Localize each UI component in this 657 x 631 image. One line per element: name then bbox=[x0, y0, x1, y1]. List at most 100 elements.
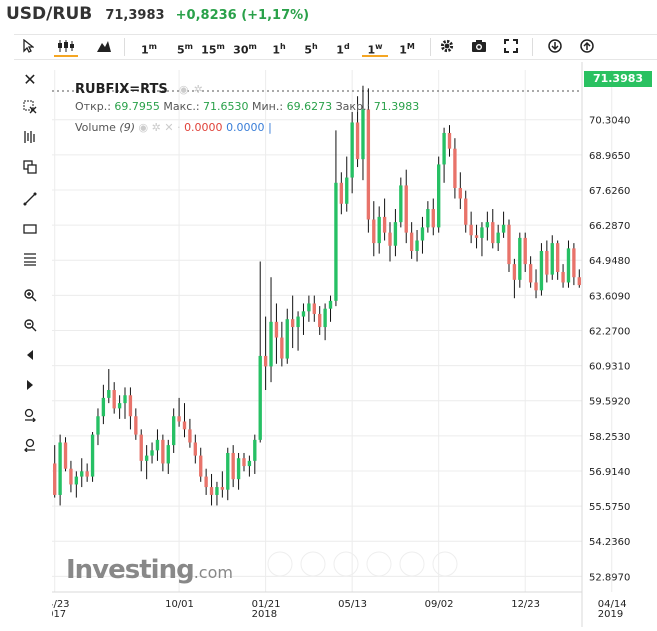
candle-body bbox=[209, 487, 214, 495]
timeframe-label: 1 bbox=[399, 43, 407, 57]
candle-body bbox=[534, 282, 538, 291]
candle-body bbox=[101, 397, 106, 417]
candle-body bbox=[258, 355, 262, 440]
volume-period: (9) bbox=[119, 121, 136, 134]
cursor-icon[interactable] bbox=[20, 38, 36, 55]
candle-body bbox=[388, 232, 392, 246]
timeframe-label: 5 bbox=[177, 43, 185, 57]
timeframe-unit: h bbox=[279, 42, 286, 51]
candle-body bbox=[139, 434, 143, 461]
timeframe-15m[interactable]: 15m bbox=[200, 39, 226, 57]
trendline-icon[interactable] bbox=[18, 192, 42, 212]
fullscreen-icon[interactable] bbox=[502, 39, 520, 55]
candle-body bbox=[161, 439, 165, 464]
candle-body bbox=[485, 222, 490, 228]
settings-gear-icon[interactable]: ✲ bbox=[151, 121, 161, 134]
candle-body bbox=[247, 460, 252, 467]
candle-body bbox=[426, 209, 430, 228]
x-tick-label: 09/02 bbox=[425, 599, 454, 610]
x-tick-year-label: 2019 bbox=[598, 609, 623, 620]
text-cursor: | bbox=[268, 121, 272, 134]
candle-body bbox=[80, 471, 84, 477]
fibonacci-icon[interactable] bbox=[18, 252, 42, 272]
low-label: Мин.: bbox=[252, 100, 284, 113]
candle-body bbox=[561, 271, 565, 283]
eye-icon[interactable]: ◉ bbox=[138, 121, 149, 134]
candle-body bbox=[409, 232, 414, 251]
candle-body bbox=[155, 439, 160, 451]
candle-body bbox=[204, 476, 208, 488]
timeframe-label: 5 bbox=[304, 43, 312, 57]
x-tick-label: 10/01 bbox=[165, 599, 194, 610]
zoom-forward-icon[interactable] bbox=[18, 408, 42, 428]
candle-body bbox=[528, 264, 533, 283]
rectangle-icon[interactable] bbox=[18, 222, 42, 242]
candle-body bbox=[274, 321, 279, 338]
timeframe-label: 1 bbox=[367, 43, 376, 57]
candlestick-chart[interactable]: 70.3040 68.9650 67.6260 66.2870 64.9480 63.60… bbox=[41, 62, 657, 627]
timeframe-30m[interactable]: 30m bbox=[232, 39, 258, 57]
y-tick-label: 54.2360 bbox=[589, 537, 630, 548]
instrument-title: RUBFIX=RTS bbox=[75, 82, 168, 97]
close-icon[interactable]: ✕ bbox=[23, 70, 37, 89]
candle-body bbox=[307, 303, 311, 312]
volume-legend: Volume (9) ◉ ✲ ✕ · 0.0000 0.0000 | bbox=[75, 121, 272, 134]
x-tick-label: 04/14 bbox=[598, 599, 627, 610]
candle-body bbox=[199, 455, 203, 477]
candle-body bbox=[431, 209, 435, 228]
settings-gear-icon[interactable]: ✲ bbox=[193, 83, 203, 96]
x-tick-label: 01/21 bbox=[252, 599, 281, 610]
candle-body bbox=[96, 416, 100, 435]
candle-body bbox=[415, 240, 419, 251]
eye-icon[interactable]: ◉ bbox=[178, 83, 189, 96]
x-tick-year-label: 2017 bbox=[52, 609, 66, 620]
candle-body bbox=[296, 316, 300, 328]
remove-drawings-icon[interactable] bbox=[18, 100, 42, 120]
scroll-left-icon[interactable] bbox=[18, 348, 42, 368]
candle-body bbox=[523, 237, 527, 265]
timeframe-1M[interactable]: 1M bbox=[394, 39, 420, 57]
chart-area[interactable]: 70.3040 68.9650 67.6260 66.2870 64.9480 63.60… bbox=[41, 62, 657, 627]
timeframe-label: 1 bbox=[272, 43, 280, 57]
candle-body bbox=[474, 235, 479, 238]
area-chart-icon[interactable] bbox=[94, 39, 114, 55]
candle-body bbox=[458, 188, 462, 199]
timeframe-unit: m bbox=[248, 42, 257, 51]
candle-body bbox=[85, 471, 89, 477]
indicators-icon[interactable] bbox=[18, 130, 42, 150]
timeframe-label: 15 bbox=[201, 43, 217, 57]
timeframe-5m[interactable]: 5m bbox=[172, 39, 198, 57]
camera-icon[interactable] bbox=[470, 39, 488, 55]
candle-body bbox=[572, 248, 576, 278]
candle-body bbox=[355, 122, 360, 160]
candle-body bbox=[318, 313, 322, 328]
timeframe-1d[interactable]: 1d bbox=[330, 39, 356, 57]
timeframe-5h[interactable]: 5h bbox=[298, 39, 324, 57]
volume-value-1: 0.0000 bbox=[184, 121, 223, 134]
scroll-right-icon[interactable] bbox=[18, 378, 42, 398]
candles-icon[interactable] bbox=[54, 39, 78, 57]
candle-body bbox=[350, 122, 354, 178]
timeframe-1w[interactable]: 1w bbox=[362, 39, 388, 57]
candle-body bbox=[399, 185, 403, 223]
candle-body bbox=[58, 442, 62, 495]
y-tick-label: 62.2700 bbox=[589, 326, 630, 337]
zoom-in-icon[interactable] bbox=[18, 288, 42, 308]
timeframe-unit: d bbox=[343, 42, 350, 51]
last-price-tag: 71.3983 bbox=[584, 71, 652, 87]
zoom-out-icon[interactable] bbox=[18, 318, 42, 338]
low-value: 69.6273 bbox=[286, 100, 333, 113]
separator bbox=[430, 38, 431, 56]
timeframe-1m[interactable]: 1m bbox=[136, 39, 162, 57]
candle-body bbox=[323, 308, 327, 328]
timeframe-1h[interactable]: 1h bbox=[266, 39, 292, 57]
remove-icon[interactable]: ✕ bbox=[164, 121, 174, 134]
compare-icon[interactable] bbox=[18, 160, 42, 180]
settings-gear-icon[interactable] bbox=[438, 39, 456, 55]
zoom-reset-icon[interactable] bbox=[18, 438, 42, 458]
upload-cloud-icon[interactable] bbox=[578, 39, 596, 55]
candle-body bbox=[226, 452, 230, 490]
download-cloud-icon[interactable] bbox=[546, 39, 564, 55]
open-label: Откр.: bbox=[75, 100, 111, 113]
candle-body bbox=[480, 227, 484, 238]
